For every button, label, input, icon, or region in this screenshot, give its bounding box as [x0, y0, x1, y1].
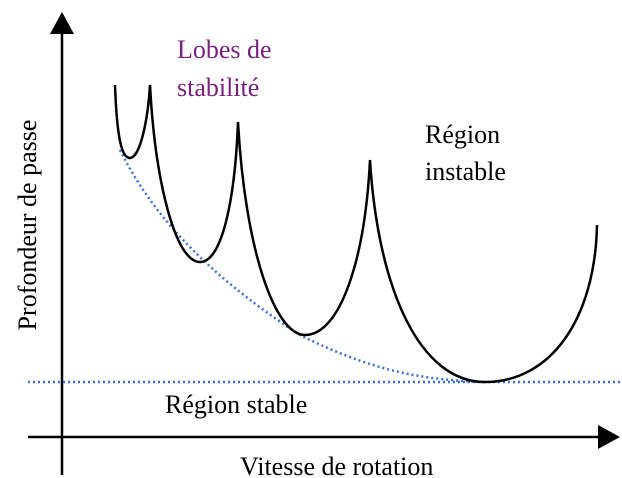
x-axis-arrow	[598, 425, 620, 449]
stability-lobes	[113, 84, 599, 384]
y-axis-label: Profondeur de passe	[13, 120, 42, 331]
unstable-label: Région	[425, 120, 500, 149]
x-axis-label: Vitesse de rotation	[240, 452, 433, 478]
y-axis-arrow	[50, 12, 74, 34]
stable-label: Région stable	[165, 390, 307, 419]
lobes-label: Lobes de	[177, 35, 272, 64]
unstable-label: instable	[425, 157, 506, 186]
lobes-label: stabilité	[177, 73, 259, 102]
